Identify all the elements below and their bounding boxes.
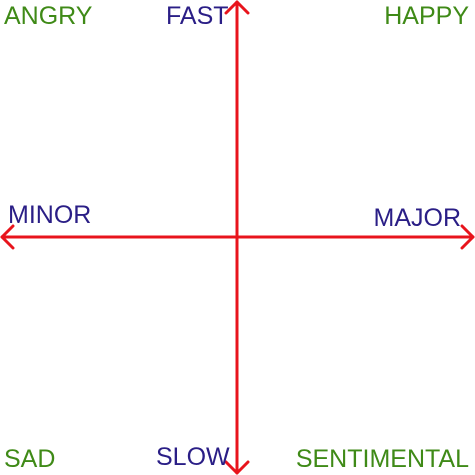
axis-label-slow: SLOW bbox=[156, 443, 230, 471]
arrow-down-icon bbox=[224, 460, 250, 475]
quadrant-label-happy: HAPPY bbox=[384, 2, 469, 30]
axis-label-major: MAJOR bbox=[373, 204, 462, 232]
axis-label-fast: FAST bbox=[166, 2, 229, 30]
arrow-left-icon bbox=[0, 224, 15, 250]
quadrant-label-sentimental: SENTIMENTAL bbox=[295, 445, 469, 473]
arrow-right-icon bbox=[460, 224, 475, 250]
axis-label-minor: MINOR bbox=[8, 201, 92, 229]
quadrant-label-sad: SAD bbox=[4, 445, 56, 473]
quadrant-label-angry: ANGRY bbox=[4, 2, 93, 30]
arrow-up-icon bbox=[224, 0, 250, 15]
